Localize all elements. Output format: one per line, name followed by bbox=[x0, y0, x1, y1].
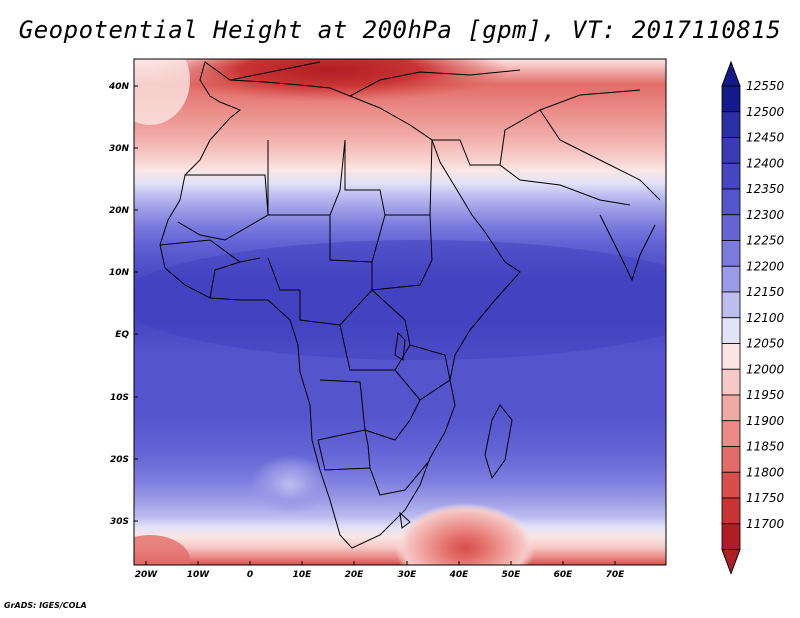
colorbar-label: 11700 bbox=[746, 517, 785, 531]
lat-label: 10N bbox=[109, 268, 130, 278]
colorbar-swatch bbox=[721, 446, 741, 473]
colorbar-swatch bbox=[721, 420, 741, 447]
colorbar-swatch bbox=[721, 317, 741, 344]
lon-label: 0 bbox=[247, 570, 253, 580]
lon-label: 20W bbox=[135, 570, 159, 580]
colorbar-arrow-top bbox=[721, 60, 741, 87]
lon-label: 20E bbox=[345, 570, 365, 580]
colorbar-arrow-bottom bbox=[721, 549, 741, 575]
colorbar-label: 12350 bbox=[746, 182, 785, 196]
lat-label: 30S bbox=[110, 517, 129, 527]
lat-label: 40N bbox=[108, 82, 130, 92]
colorbar-label: 11850 bbox=[746, 440, 785, 454]
colorbar-label: 12300 bbox=[746, 208, 785, 222]
colorbar-label: 11750 bbox=[746, 491, 785, 505]
lon-label: 30E bbox=[398, 570, 418, 580]
colorbar-label: 12400 bbox=[746, 156, 785, 170]
lon-label: 10W bbox=[187, 570, 211, 580]
colorbar-swatch bbox=[721, 188, 741, 216]
lat-label: 30N bbox=[109, 144, 130, 154]
lat-label: 10S bbox=[110, 393, 129, 403]
colorbar-label: 12200 bbox=[746, 259, 785, 273]
map-title: Geopotential Height at 200hPa [gpm], VT:… bbox=[18, 16, 782, 44]
colorbar-swatch bbox=[721, 265, 741, 293]
colorbar: 12550 12500 12450 12400 12350 12300 12250 12200… bbox=[721, 60, 785, 575]
colorbar-swatch bbox=[721, 291, 741, 319]
lon-label: 10E bbox=[293, 570, 313, 580]
colorbar-swatch bbox=[721, 214, 741, 241]
colorbar-swatch bbox=[721, 368, 741, 396]
colorbar-label: 12450 bbox=[746, 131, 785, 145]
colorbar-swatch bbox=[721, 137, 741, 164]
credit-label: GrADS: IGES/COLA bbox=[4, 601, 87, 610]
height-field bbox=[134, 59, 666, 565]
colorbar-label: 11900 bbox=[746, 414, 785, 428]
colorbar-swatch bbox=[721, 85, 741, 113]
longitude-axis: 20W 10W 0 10E 20E 30E 40E 50E 60E 70E bbox=[135, 561, 625, 580]
lon-label: 50E bbox=[502, 570, 522, 580]
coastlines bbox=[159, 61, 661, 549]
lat-label: 20N bbox=[109, 206, 130, 216]
lat-label: 20S bbox=[110, 455, 129, 465]
colorbar-label: 12250 bbox=[746, 234, 785, 248]
colorbar-swatch bbox=[721, 111, 741, 138]
colorbar-swatch bbox=[721, 394, 741, 422]
lon-label: 60E bbox=[554, 570, 574, 580]
colorbar-swatch bbox=[721, 497, 741, 525]
lon-label: 40E bbox=[449, 570, 470, 580]
colorbar-swatch bbox=[721, 343, 741, 370]
colorbar-label: 12550 bbox=[746, 79, 785, 93]
colorbar-swatch bbox=[721, 240, 741, 267]
lat-label: EQ bbox=[115, 330, 129, 340]
colorbar-label: 12100 bbox=[746, 311, 785, 325]
colorbar-swatch bbox=[721, 523, 741, 550]
colorbar-label: 12150 bbox=[746, 285, 785, 299]
colorbar-label: 12500 bbox=[746, 105, 785, 119]
colorbar-label: 12050 bbox=[746, 337, 785, 351]
colorbar-swatch bbox=[721, 471, 741, 499]
colorbar-label: 12000 bbox=[746, 362, 785, 376]
colorbar-swatch bbox=[721, 162, 741, 190]
colorbar-label: 11800 bbox=[746, 465, 785, 479]
latitude-axis: 40N 30N 20N 10N EQ 10S 20S 30S bbox=[108, 82, 138, 527]
lon-label: 70E bbox=[606, 570, 626, 580]
map-frame bbox=[133, 58, 667, 566]
colorbar-label: 11950 bbox=[746, 388, 785, 402]
